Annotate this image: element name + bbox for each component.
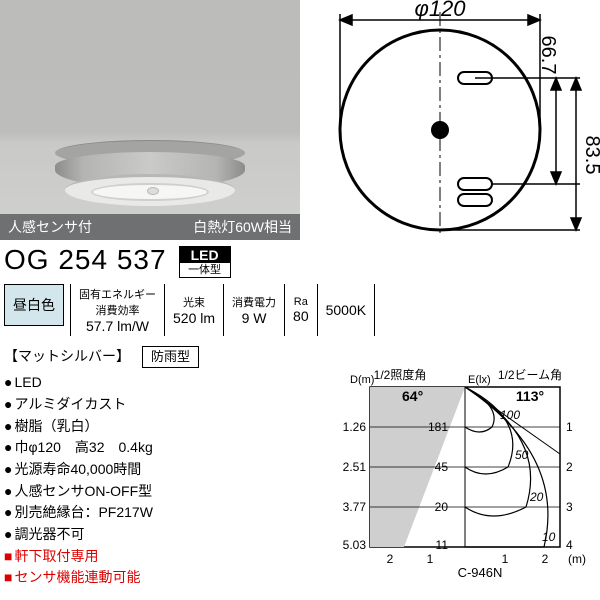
svg-text:66.7: 66.7 bbox=[537, 36, 559, 75]
distribution-chart: 1/2照度角 1/2ビーム角 D(m) E(lx) 64° 113° 1.26 … bbox=[300, 346, 600, 589]
spec-label: 光束 bbox=[173, 294, 215, 310]
svg-text:3.77: 3.77 bbox=[343, 500, 367, 514]
spec-block: 固有エネルギー 消費効率 57.7 lm/W bbox=[70, 284, 164, 336]
svg-text:1: 1 bbox=[502, 552, 509, 566]
spec-block: 5000K bbox=[317, 284, 375, 336]
svg-text:2: 2 bbox=[566, 460, 573, 474]
spec-value: 57.7 lm/W bbox=[79, 318, 156, 334]
led-badge-top: LED bbox=[180, 247, 230, 263]
spec-label: 固有エネルギー 消費効率 bbox=[79, 286, 156, 318]
lamp-illustration bbox=[55, 140, 245, 210]
led-badge: LED 一体型 bbox=[179, 246, 231, 278]
svg-text:45: 45 bbox=[435, 460, 449, 474]
svg-text:2: 2 bbox=[542, 552, 549, 566]
svg-text:4: 4 bbox=[566, 538, 573, 552]
svg-text:113°: 113° bbox=[516, 388, 544, 404]
svg-text:50: 50 bbox=[515, 448, 529, 462]
svg-text:20: 20 bbox=[529, 490, 544, 504]
color-temp-badge: 昼白色 bbox=[4, 284, 64, 326]
sensor-label: 人感センサ付 bbox=[8, 217, 92, 237]
bullet-item: 樹脂（乳白） bbox=[4, 416, 294, 438]
chart-code: C-946N bbox=[458, 565, 503, 579]
spec-block: Ra 80 bbox=[284, 284, 317, 336]
bullet-list: LED アルミダイカスト 樹脂（乳白） 巾φ120 高32 0.4kg 光源寿命… bbox=[4, 372, 294, 546]
finish-label: 【マットシルバー】 bbox=[4, 346, 130, 368]
equivalent-label: 白熱灯60W相当 bbox=[193, 217, 292, 237]
bullet-item: LED bbox=[4, 372, 294, 394]
spec-row: 昼白色 固有エネルギー 消費効率 57.7 lm/W 光束 520 lm 消費電… bbox=[4, 284, 600, 336]
model-number: OG 254 537 bbox=[4, 244, 167, 276]
svg-text:E(lx): E(lx) bbox=[468, 374, 491, 386]
svg-text:2.51: 2.51 bbox=[343, 460, 367, 474]
spec-value: 5000K bbox=[326, 302, 366, 318]
spec-block: 消費電力 9 W bbox=[223, 284, 284, 336]
svg-text:2: 2 bbox=[387, 552, 394, 566]
bullet-item: アルミダイカスト bbox=[4, 394, 294, 416]
svg-text:3: 3 bbox=[566, 500, 573, 514]
spec-label: 消費電力 bbox=[232, 294, 276, 310]
bullet-item: 別売絶縁台：PF217W bbox=[4, 502, 294, 524]
rain-badge: 防雨型 bbox=[142, 346, 199, 368]
technical-drawing: φ120 bbox=[300, 0, 600, 240]
photo-caption-bar: 人感センサ付 白熱灯60W相当 bbox=[0, 214, 300, 240]
svg-text:100: 100 bbox=[500, 408, 520, 422]
bullet-item: 調光器不可 bbox=[4, 524, 294, 546]
note-item: 軒下取付専用 bbox=[4, 546, 294, 568]
svg-text:1/2照度角: 1/2照度角 bbox=[374, 367, 427, 382]
svg-text:11: 11 bbox=[436, 538, 449, 552]
svg-text:1/2ビーム角: 1/2ビーム角 bbox=[498, 368, 562, 382]
svg-text:1.26: 1.26 bbox=[343, 420, 367, 434]
bullet-item: 巾φ120 高32 0.4kg bbox=[4, 437, 294, 459]
svg-text:(m): (m) bbox=[568, 552, 586, 566]
notes-list: 軒下取付専用 センサ機能連動可能 bbox=[4, 546, 294, 589]
svg-text:5.03: 5.03 bbox=[343, 538, 367, 552]
spec-value: 520 lm bbox=[173, 310, 215, 326]
spec-label: Ra bbox=[293, 296, 309, 308]
spec-value: 80 bbox=[293, 308, 309, 324]
led-badge-sub: 一体型 bbox=[180, 263, 230, 277]
svg-text:D(m): D(m) bbox=[350, 374, 374, 386]
product-photo: 人感センサ付 白熱灯60W相当 bbox=[0, 0, 300, 240]
svg-text:20: 20 bbox=[435, 500, 449, 514]
spec-value: 9 W bbox=[232, 310, 276, 326]
svg-text:10: 10 bbox=[542, 530, 556, 544]
svg-text:1: 1 bbox=[427, 552, 434, 566]
bullet-item: 光源寿命40,000時間 bbox=[4, 459, 294, 481]
spec-block: 光束 520 lm bbox=[164, 284, 223, 336]
detail-column: 【マットシルバー】 防雨型 LED アルミダイカスト 樹脂（乳白） 巾φ120 … bbox=[0, 346, 300, 589]
svg-text:83.5: 83.5 bbox=[581, 136, 600, 175]
svg-text:1: 1 bbox=[566, 420, 573, 434]
svg-text:181: 181 bbox=[428, 420, 448, 434]
svg-text:64°: 64° bbox=[402, 388, 423, 404]
note-item: センサ機能連動可能 bbox=[4, 567, 294, 589]
bullet-item: 人感センサON-OFF型 bbox=[4, 481, 294, 503]
